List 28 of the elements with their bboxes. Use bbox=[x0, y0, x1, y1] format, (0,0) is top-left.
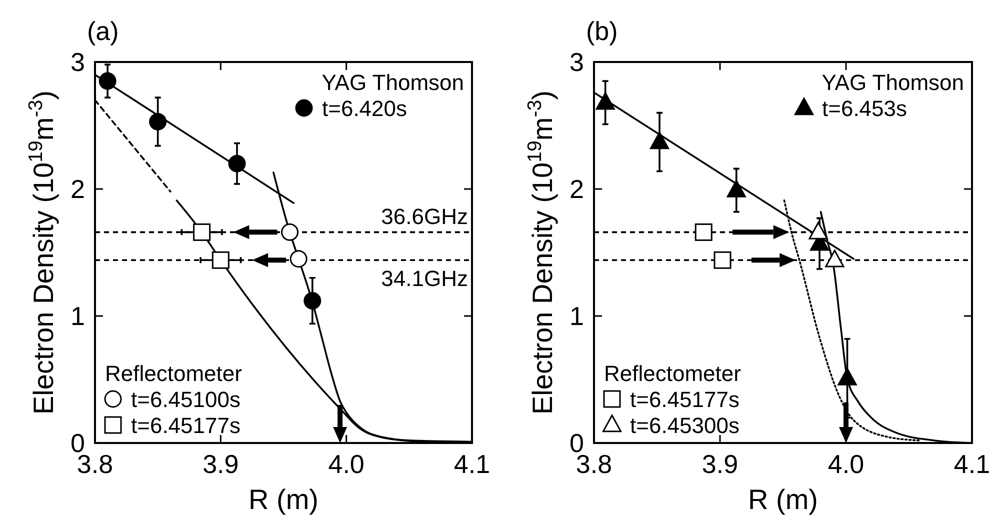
x-tick-label: 3.9 bbox=[702, 449, 738, 479]
x-tick-label: 3.9 bbox=[202, 449, 239, 479]
ref-line-label: 34.1GHz bbox=[381, 266, 468, 292]
y-tick-label: 2 bbox=[570, 174, 584, 204]
x-tick-label: 4.1 bbox=[454, 449, 490, 479]
x-tick-label: 4.0 bbox=[328, 449, 364, 479]
ref-line-label: 36.6GHz bbox=[381, 204, 468, 230]
annotation: Reflectometer bbox=[105, 361, 242, 386]
chart-title: (b) bbox=[586, 16, 618, 46]
y-tick-label: 1 bbox=[70, 301, 85, 331]
legend-label: t=6.45100s bbox=[131, 387, 240, 412]
x-tick-label: 4.1 bbox=[954, 449, 990, 479]
x-axis-title: R (m) bbox=[248, 484, 318, 515]
legend-label: t=6.45177s bbox=[630, 387, 740, 412]
y-tick-label: 1 bbox=[570, 301, 584, 331]
chart-title: (a) bbox=[87, 16, 119, 46]
legend-label: t=6.453s bbox=[822, 96, 908, 121]
y-tick-label: 3 bbox=[570, 47, 584, 77]
annotation: YAG Thomson bbox=[322, 70, 464, 95]
legend-label: t=6.420s bbox=[322, 96, 408, 121]
annotation: YAG Thomson bbox=[822, 70, 964, 95]
y-tick-label: 2 bbox=[70, 174, 85, 204]
annotation: Reflectometer bbox=[604, 361, 741, 386]
x-axis-title: R (m) bbox=[748, 484, 818, 515]
y-tick-label: 3 bbox=[70, 47, 85, 77]
x-tick-label: 4.0 bbox=[828, 449, 864, 479]
legend-label: t=6.45177s bbox=[131, 413, 240, 438]
legend-label: t=6.45300s bbox=[630, 413, 740, 438]
